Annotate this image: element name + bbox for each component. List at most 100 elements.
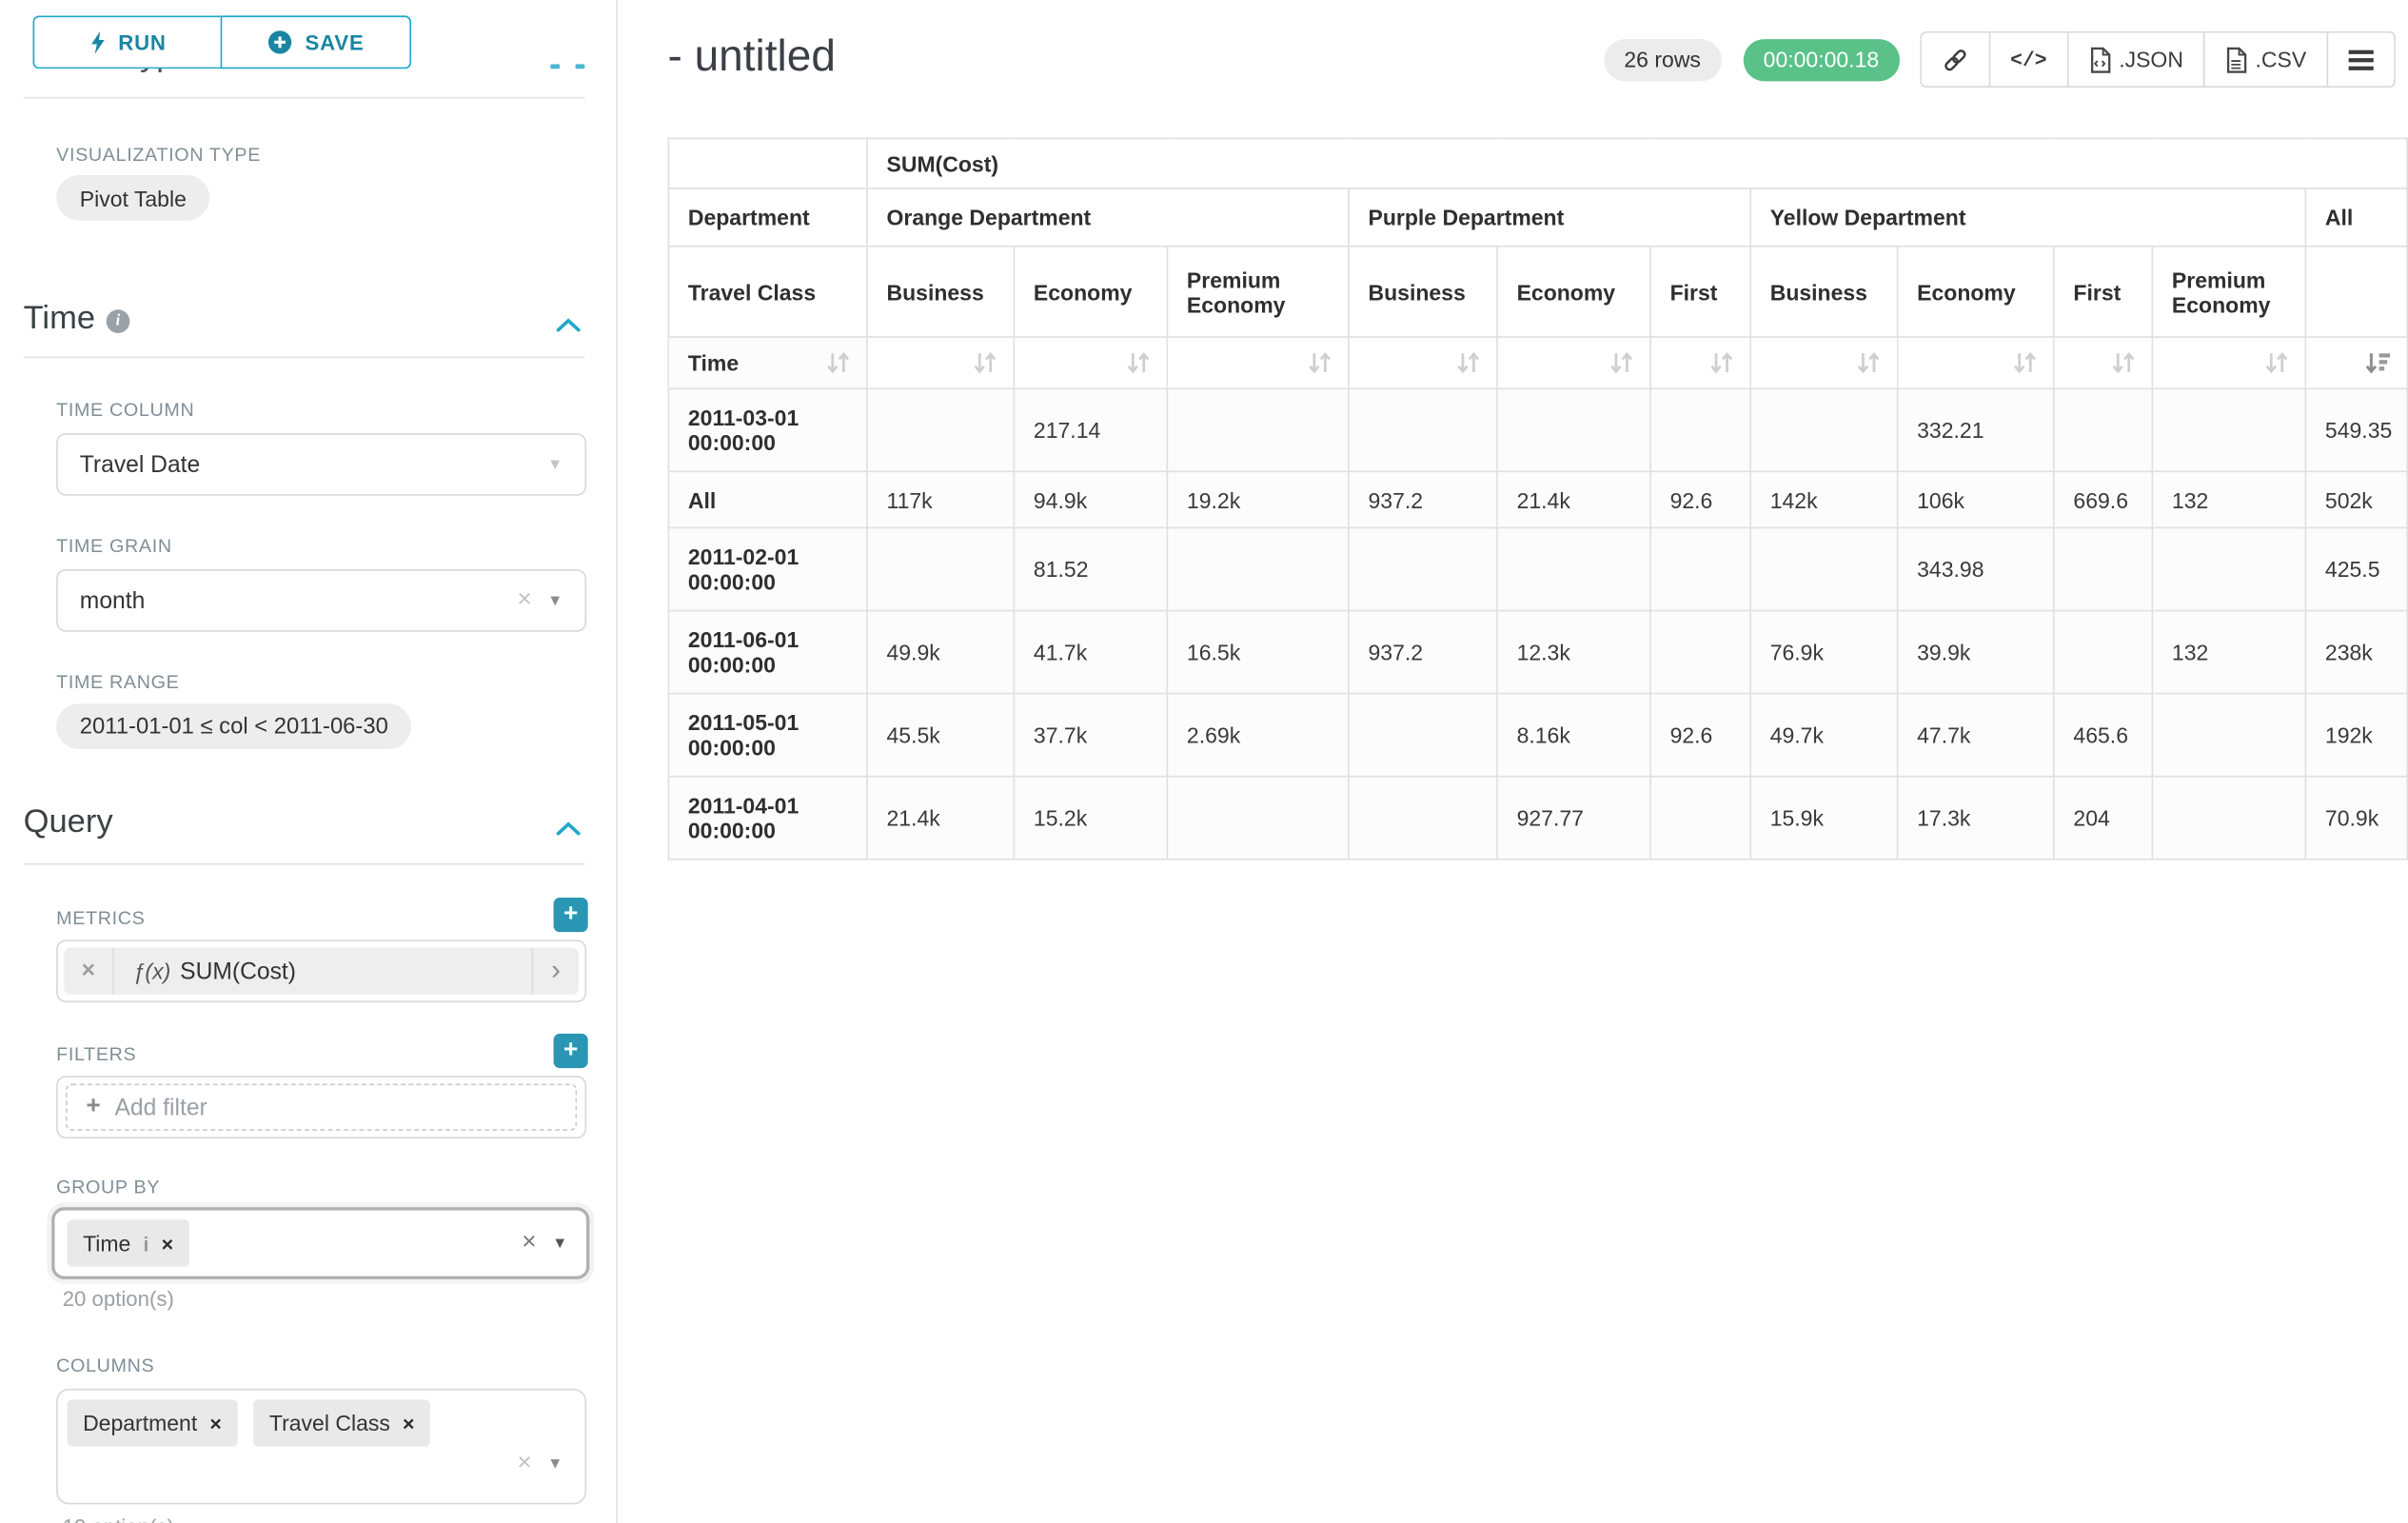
sort-button[interactable] [2012,351,2037,375]
sort-arrows-icon [2265,351,2288,374]
columns-select[interactable]: Department × Travel Class × × ▼ [56,1388,587,1505]
table-cell [1348,526,1498,612]
table-row: 2011-05-01 00:00:00 45.5k 37.7k 2.69k 8.16k 9… [667,692,2408,778]
table-cell: 92.6 [1649,692,1751,778]
sort-cell [2151,336,2307,390]
chevron-down-icon[interactable]: ▼ [547,1454,563,1473]
time-grain-select[interactable]: month × ▼ [56,568,587,632]
sort-button[interactable] [2111,351,2136,375]
time-column-select[interactable]: Travel Date ▼ [56,433,587,496]
table-cell: 425.5 [2304,526,2408,612]
filters-label: FILTERS [56,1042,137,1065]
clear-icon[interactable]: × [517,586,532,613]
table-cell [1348,775,1498,860]
sort-button[interactable] [973,351,997,375]
col-header: Economy [1013,245,1169,338]
add-filter-label: Add filter [114,1094,207,1121]
columns-tag-department[interactable]: Department × [67,1399,238,1447]
more-options-button[interactable] [2328,32,2394,86]
group-header-orange: Orange Department [866,188,1350,247]
table-cell [2151,387,2307,473]
chevron-down-icon[interactable]: ▼ [547,591,563,609]
select-controls: × ▼ [502,1450,563,1478]
sort-row: Time [667,336,2408,390]
collapse-time-section[interactable] [555,313,582,342]
table-cell [1749,387,1899,473]
collapse-query-section[interactable] [555,817,582,845]
time-range-pill[interactable]: 2011-01-01 ≤ col < 2011-06-30 [56,703,412,749]
sort-button[interactable] [825,351,850,375]
clear-icon[interactable]: × [522,1229,537,1256]
sort-button[interactable] [2264,351,2289,375]
col-header: Premium Economy [1166,245,1350,338]
time-sort-cell: Time [667,336,868,390]
columns-tag-travel-class[interactable]: Travel Class × [253,1399,430,1447]
sort-button[interactable] [1609,351,1633,375]
sort-button[interactable] [1307,351,1332,375]
table-cell: 49.9k [866,609,1016,695]
hamburger-icon [2348,49,2374,70]
table-cell: 937.2 [1348,470,1498,529]
table-cell: 2.69k [1166,692,1350,778]
add-metric-button[interactable]: + [553,897,588,933]
sort-cell [1896,336,2055,390]
group-by-tag-time[interactable]: Time i × [67,1219,189,1267]
pivot-table: SUM(Cost) Department Orange Department P… [667,137,2408,860]
group-by-options-hint: 20 option(s) [62,1287,174,1311]
table-cell: 192k [2304,692,2408,778]
sort-arrows-icon [974,351,997,374]
remove-tag-icon[interactable]: × [209,1411,222,1435]
metric-header-row: SUM(Cost) [667,137,2408,189]
time-grain-label: TIME GRAIN [56,534,172,557]
sort-button[interactable] [1126,351,1151,375]
table-cell [1348,692,1498,778]
export-json-button[interactable]: .JSON [2069,32,2205,87]
save-button[interactable]: SAVE [220,15,412,69]
sort-desc-button[interactable] [2364,351,2391,375]
copy-link-button[interactable] [1922,32,1990,87]
add-filter-plus-button[interactable]: + [553,1033,588,1069]
remove-tag-icon[interactable]: × [403,1411,415,1435]
chevron-down-icon[interactable]: ▼ [547,455,563,473]
metrics-box: × ƒ(x) SUM(Cost) › [56,940,587,1003]
chart-title[interactable]: - untitled [667,30,836,80]
time-section-header: Time i [24,300,130,337]
sort-cell [1348,336,1498,390]
export-csv-button[interactable]: .CSV [2205,32,2329,87]
plus-circle-icon [268,30,292,54]
expand-metric-icon[interactable]: › [531,947,579,995]
save-button-label: SAVE [305,30,365,54]
bolt-icon [90,30,105,54]
table-cell: 142k [1749,470,1899,529]
remove-metric-icon[interactable]: × [64,947,114,995]
table-cell [1649,387,1751,473]
group-by-select[interactable]: Time i × × ▼ [51,1207,590,1279]
chevron-down-icon[interactable]: ▼ [552,1235,568,1253]
table-cell [1166,526,1350,612]
table-cell [866,387,1016,473]
info-icon: i [143,1231,149,1256]
visualization-type-pill[interactable]: Pivot Table [56,174,210,221]
run-button[interactable]: RUN [32,15,221,69]
function-icon: ƒ(x) [132,959,171,984]
corner-cell [667,137,868,189]
add-filter-button[interactable]: + Add filter [65,1083,578,1131]
metric-item[interactable]: × ƒ(x) SUM(Cost) › [64,947,579,995]
col-header-all-empty [2304,245,2408,338]
sort-cell [1166,336,1350,390]
table-cell: 217.14 [1013,387,1169,473]
chevron-up-icon [556,821,581,836]
sort-button[interactable] [1856,351,1881,375]
table-cell: 465.6 [2053,692,2154,778]
table-cell [866,526,1016,612]
sort-arrows-icon [2112,351,2135,374]
clear-icon[interactable]: × [517,1449,532,1476]
table-cell: 15.9k [1749,775,1899,860]
embed-code-button[interactable]: </> [1990,32,2069,87]
remove-tag-icon[interactable]: × [161,1231,174,1256]
sort-button[interactable] [1455,351,1480,375]
col-header: Business [1749,245,1899,338]
row-header: 2011-02-01 00:00:00 [667,526,868,612]
row-header: 2011-06-01 00:00:00 [667,609,868,695]
sort-button[interactable] [1709,351,1734,375]
